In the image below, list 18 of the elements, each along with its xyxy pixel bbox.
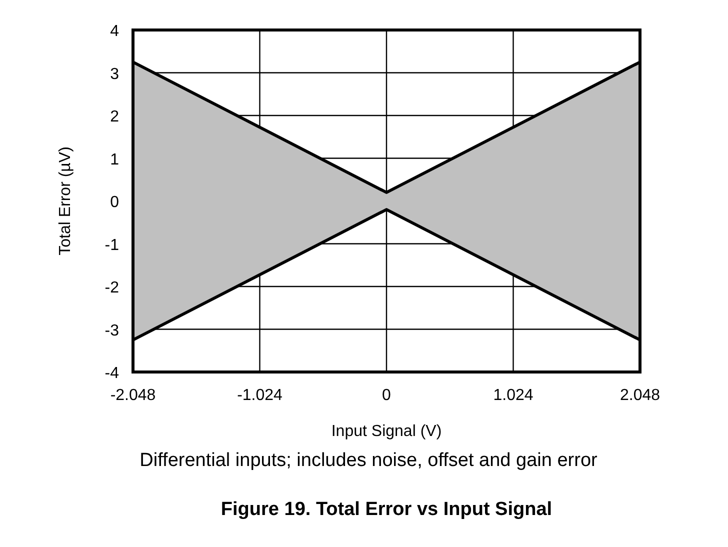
y-tick-label: 0: [110, 194, 120, 211]
y-tick-label: -1: [104, 236, 120, 254]
y-tick-label: -4: [104, 365, 120, 382]
x-axis-title: Input Signal (V): [331, 423, 442, 440]
x-tick-label: -1.024: [237, 387, 283, 404]
y-tick-label: -3: [104, 322, 120, 340]
x-tick-label: -2.048: [110, 387, 156, 404]
x-tick-label: 2.048: [620, 387, 660, 404]
y-tick-label: 2: [110, 108, 120, 126]
y-tick-label: -2: [104, 280, 120, 296]
text: Differential inputs; includes noise, offset and gain error: [140, 450, 598, 471]
text: Figure 19. Total Error vs Input Signal: [220, 499, 552, 520]
x-tick-label: 1.024: [493, 387, 534, 404]
y-axis-title: Total Error (µV): [57, 146, 74, 256]
y-tick-label: 1: [110, 151, 120, 168]
x-tick-label: 0: [382, 387, 392, 404]
y-tick-label: 4: [110, 23, 120, 40]
y-tick-label: 3: [110, 66, 120, 83]
